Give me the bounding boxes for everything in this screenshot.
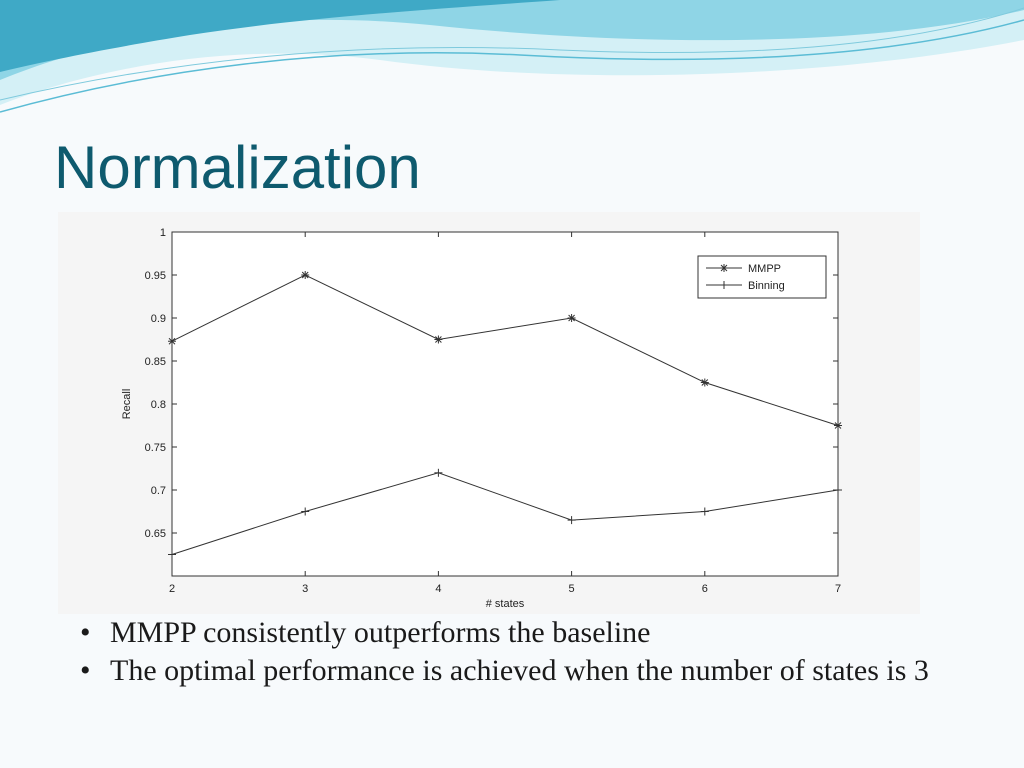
bullet-symbol: • xyxy=(80,654,91,687)
recall-line-chart: 2 3 4 5 6 7 0.65 0.7 0.75 0.8 0.85 0.9 0.95 1 MMPP Bin… xyxy=(121,227,842,610)
data-point-mmpp xyxy=(168,337,176,346)
chart-figure: 2 3 4 5 6 7 0.65 0.7 0.75 0.8 0.85 0.9 0.95 1 MMPP Bin… xyxy=(58,212,920,614)
data-point-mmpp xyxy=(434,335,443,344)
data-point-mmpp xyxy=(567,314,576,322)
bullet-text: MMPP consistently outperforms the baseli… xyxy=(110,616,651,649)
data-point-mmpp xyxy=(700,378,709,387)
data-point-binning xyxy=(301,507,310,516)
chart-legend: MMPP Binning xyxy=(697,255,827,299)
x-tick-label: 6 xyxy=(702,583,708,595)
slide-title: Normalization xyxy=(54,134,421,201)
data-point-mmpp-stroke xyxy=(568,314,575,322)
header-wave-decoration xyxy=(0,0,1024,113)
y-tick-label: 0.7 xyxy=(151,485,166,497)
bullet-symbol: • xyxy=(80,616,91,649)
data-point-binning xyxy=(434,468,443,477)
data-point-mmpp-stroke xyxy=(435,336,442,343)
y-tick-label: 0.75 xyxy=(145,442,166,454)
data-point-mmpp-stroke xyxy=(701,379,709,386)
y-tick-label: 1 xyxy=(160,227,166,239)
data-point-mmpp-stroke xyxy=(301,271,309,279)
data-point-mmpp-stroke xyxy=(168,337,176,345)
x-tick-label: 7 xyxy=(835,583,841,595)
bullet-text: The optimal performance is achieved when… xyxy=(110,654,929,687)
data-point-binning xyxy=(834,486,842,494)
y-tick-label: 0.95 xyxy=(145,270,166,282)
y-tick-label: 0.8 xyxy=(151,399,166,411)
x-tick-label: 4 xyxy=(435,583,441,595)
series-line-mmpp xyxy=(171,274,839,426)
data-point-binning xyxy=(168,550,176,559)
y-tick-label: 0.9 xyxy=(151,313,166,325)
legend-box xyxy=(697,255,827,299)
bullet-item: • MMPP consistently outperforms the base… xyxy=(80,614,960,652)
bullet-item: • The optimal performance is achieved wh… xyxy=(80,652,960,690)
axis-ticks: 2 3 4 5 6 7 0.65 0.7 0.75 0.8 0.85 0.9 0.95 1 xyxy=(145,227,841,595)
data-point-binning xyxy=(700,507,709,516)
legend-marker-binning xyxy=(720,281,728,289)
bullet-list: • MMPP consistently outperforms the base… xyxy=(80,614,960,690)
series-line-binning xyxy=(171,472,839,555)
series-markers xyxy=(168,271,842,559)
data-point-mmpp-stroke xyxy=(834,422,842,429)
y-tick-label: 0.65 xyxy=(145,528,166,540)
legend-label-mmpp: MMPP xyxy=(748,263,781,275)
legend-label-binning: Binning xyxy=(748,280,785,292)
data-point-mmpp xyxy=(834,421,842,430)
legend-marker-mmpp-stroke xyxy=(720,264,728,272)
series-lines xyxy=(171,274,839,555)
data-point-binning xyxy=(567,516,576,525)
legend-marker-mmpp xyxy=(720,264,728,272)
x-axis-label: # states xyxy=(486,598,525,610)
x-tick-label: 3 xyxy=(302,583,308,595)
wave-line-1 xyxy=(0,19,1024,113)
x-tick-label: 2 xyxy=(169,583,175,595)
wave-line-2 xyxy=(0,7,1024,101)
y-axis-label: Recall xyxy=(121,389,133,420)
y-tick-label: 0.85 xyxy=(145,356,166,368)
x-tick-label: 5 xyxy=(569,583,575,595)
data-point-mmpp xyxy=(301,271,310,279)
wave-band-dark xyxy=(0,0,560,72)
